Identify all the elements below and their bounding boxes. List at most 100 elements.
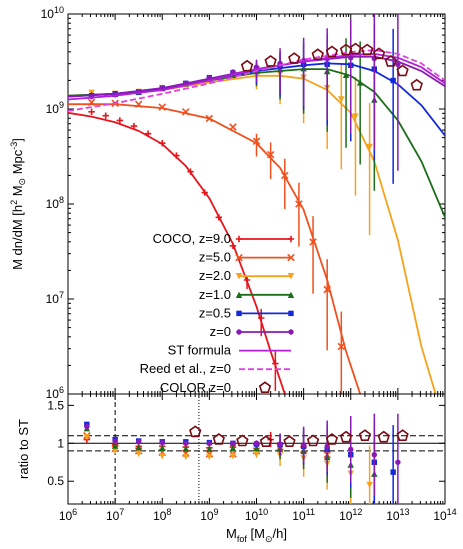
ratio-series-5-point bbox=[300, 442, 307, 448]
series-5-point bbox=[348, 55, 354, 61]
x-tick-label: 1010 bbox=[245, 507, 268, 523]
ratio-y-axis-label: ratio to ST bbox=[16, 419, 31, 479]
series-1-point bbox=[337, 342, 346, 351]
series-1-point bbox=[281, 171, 289, 180]
legend-marker bbox=[288, 310, 294, 317]
legend-marker bbox=[258, 381, 272, 393]
ratio-series-6-point bbox=[325, 433, 339, 445]
y-tick-label: 109 bbox=[46, 100, 64, 116]
legend-marker bbox=[287, 291, 295, 298]
ratio-series-3-point bbox=[135, 443, 142, 451]
ratio-panel bbox=[67, 393, 446, 505]
legend-label: z=2.0 bbox=[199, 268, 231, 283]
ratio-series-5-point bbox=[84, 423, 90, 430]
ratio-series-2-point bbox=[229, 453, 237, 460]
ratio-series-2-point bbox=[206, 453, 213, 461]
legend-label: COCO, z=9.0 bbox=[153, 231, 231, 246]
ratio-series-6-point bbox=[236, 434, 249, 447]
ratio-y-tick-label: 1 bbox=[57, 436, 64, 450]
series-7-curve bbox=[68, 49, 445, 112]
ratio-series-3-point bbox=[111, 442, 119, 449]
legend-marker bbox=[235, 273, 243, 280]
series-8-point bbox=[240, 59, 254, 72]
series-2-curve bbox=[68, 74, 437, 394]
ratio-series-2-point bbox=[159, 453, 166, 460]
series-8-point bbox=[288, 52, 301, 64]
x-tick-label: 106 bbox=[59, 507, 77, 523]
x-tick-label: 1011 bbox=[292, 507, 315, 523]
series-8-point bbox=[349, 42, 362, 55]
series-8-point bbox=[396, 64, 409, 77]
series-8-point bbox=[311, 48, 324, 61]
series-8-point bbox=[325, 45, 339, 58]
ratio-series-5-point bbox=[324, 443, 330, 450]
ratio-series-3-point bbox=[229, 444, 237, 452]
x-axis-label: Mfof [M⊙/h] bbox=[226, 526, 287, 544]
ratio-series-6-point bbox=[212, 433, 225, 445]
series-1-point bbox=[252, 137, 261, 146]
series-6-curve bbox=[68, 52, 445, 101]
series-0-point bbox=[258, 314, 265, 322]
series-0-point bbox=[144, 130, 152, 137]
series-1-curve bbox=[68, 103, 362, 394]
series-1-point bbox=[182, 108, 190, 116]
series-0-point bbox=[229, 242, 237, 249]
legend-label: z=1.0 bbox=[199, 287, 231, 302]
ratio-plot-area bbox=[83, 413, 409, 504]
legend-label: z=0 bbox=[210, 324, 231, 339]
ratio-series-5-point bbox=[135, 439, 142, 445]
series-1-point bbox=[295, 200, 303, 208]
ratio-series-2-point bbox=[111, 447, 119, 455]
ratio-series-3-point bbox=[253, 444, 260, 452]
series-0-point bbox=[130, 122, 138, 130]
legend-label: z=5.0 bbox=[199, 250, 231, 265]
legend-label: z=0.5 bbox=[199, 305, 231, 320]
ratio-series-4-point bbox=[390, 469, 396, 475]
series-1-point bbox=[205, 114, 214, 123]
legend-marker bbox=[235, 291, 243, 298]
ratio-series-2-point bbox=[253, 451, 260, 458]
ratio-series-5-point bbox=[206, 440, 213, 447]
ratio-y-tick-label: 0.5 bbox=[47, 474, 64, 488]
series-8-point bbox=[361, 43, 374, 56]
ratio-series-5-point bbox=[395, 459, 401, 465]
series-8-point bbox=[410, 78, 423, 91]
ratio-frame bbox=[67, 393, 446, 505]
series-8-point bbox=[372, 47, 386, 60]
series-1-point bbox=[134, 100, 143, 109]
ratio-series-6-point bbox=[259, 435, 273, 447]
ratio-series-5-point bbox=[348, 446, 354, 453]
series-1-point bbox=[229, 123, 237, 131]
y-tick-label: 106 bbox=[46, 385, 64, 401]
ratio-series-6-point bbox=[339, 430, 353, 443]
ratio-series-5-point bbox=[277, 441, 283, 447]
ratio-series-6-point bbox=[189, 425, 202, 438]
ratio-series-6-point bbox=[377, 430, 390, 443]
legend-marker bbox=[236, 310, 242, 317]
ratio-series-3-point bbox=[159, 444, 166, 452]
series-0-point bbox=[116, 117, 124, 124]
ratio-series-6-point bbox=[358, 429, 372, 441]
series-4-point bbox=[390, 77, 396, 84]
y-tick-label: 108 bbox=[46, 195, 64, 211]
legend-marker bbox=[288, 329, 294, 335]
ratio-y-tick-label: 1.5 bbox=[47, 398, 64, 412]
legend-marker bbox=[287, 273, 295, 280]
axis-labels: 106 107 108 109 1010 1011 1012 1013 101410610710… bbox=[9, 5, 457, 544]
x-tick-label: 108 bbox=[153, 507, 171, 523]
series-0-point bbox=[243, 276, 251, 284]
series-1-point bbox=[266, 150, 275, 159]
series-2-point bbox=[338, 96, 345, 103]
legend-marker bbox=[287, 253, 295, 262]
legend-marker bbox=[235, 235, 243, 243]
series-0-point bbox=[187, 168, 194, 175]
y-tick-label: 107 bbox=[46, 290, 64, 306]
legend-marker bbox=[287, 235, 295, 243]
x-tick-label: 1014 bbox=[433, 507, 456, 523]
legend-marker bbox=[235, 253, 243, 262]
ratio-series-6-point bbox=[283, 435, 296, 447]
main-panel bbox=[67, 13, 446, 504]
series-1-point bbox=[87, 98, 96, 107]
series-0-point bbox=[201, 189, 208, 196]
